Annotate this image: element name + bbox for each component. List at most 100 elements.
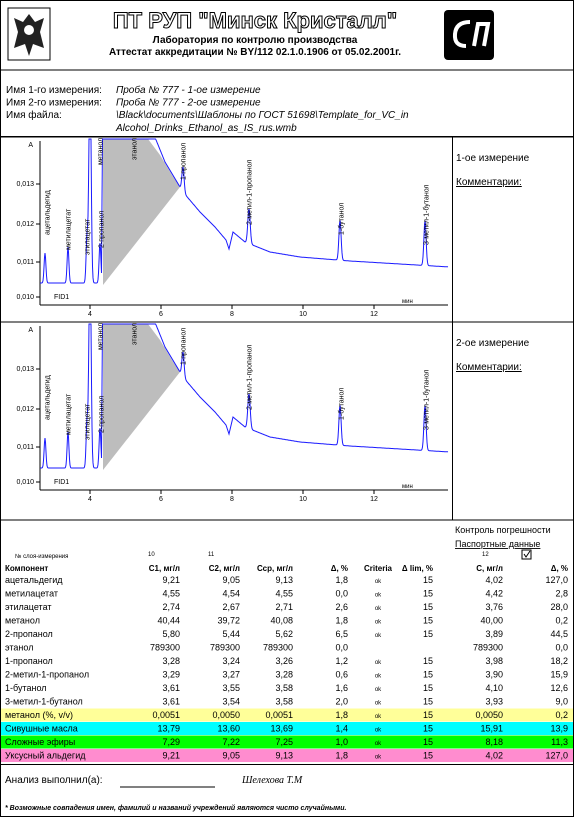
table-cell: 9,13 [275, 575, 293, 585]
table-cell: 4,55 [275, 589, 293, 599]
table-cell: 18,2 [550, 656, 568, 666]
peak-label: 2-метил-1-пропанол [247, 160, 254, 225]
checkbox-mark [523, 550, 531, 558]
peak-label: 1-бутанол [338, 388, 346, 420]
table-cell: 1,6 [335, 683, 348, 693]
table-cell: 3,54 [222, 697, 240, 707]
peak-label: метилацетат [66, 393, 73, 435]
peak-label: 2-пропанол [99, 396, 106, 433]
column-header: Criteria [364, 564, 393, 573]
table-cell: 15,9 [550, 670, 568, 680]
table-cell: 3,93 [485, 697, 503, 707]
x-tick-label: 10 [299, 496, 307, 503]
info-label: Имя 2-го измерения: [6, 98, 102, 109]
component-name: метанол (%, v/v) [5, 710, 73, 720]
table-cell: 15 [423, 724, 433, 734]
table-cell: 15 [423, 589, 433, 599]
x-unit: мин [402, 299, 413, 305]
table-cell: 15,91 [480, 724, 503, 734]
table-cell: 3,58 [275, 697, 293, 707]
table-cell: ok [375, 701, 382, 707]
performed-by-label: Анализ выполнил(а): [5, 775, 103, 786]
x-tick-label: 6 [159, 311, 163, 318]
peak-label: 2-метил-1-пропанол [247, 345, 254, 410]
component-name: этилацетат [5, 602, 52, 612]
column-header: С, мг/л [476, 564, 503, 573]
table-cell: 40,08 [270, 616, 293, 626]
table-cell: 15 [423, 575, 433, 585]
info-value: Проба № 777 - 2-ое измерение [116, 97, 261, 109]
component-name: Сивушные масла [5, 724, 78, 734]
table-cell: 7,25 [275, 737, 293, 747]
table-cell: 15 [423, 670, 433, 680]
table-cell: 3,27 [222, 670, 240, 680]
info-value: \Black\documents\Шаблоны по ГОСТ 51698\T… [116, 109, 409, 121]
table-cell: 44,5 [550, 629, 568, 639]
peak-label: 1-бутанол [338, 203, 346, 235]
table-cell: 3,55 [222, 683, 240, 693]
table-cell: 3,24 [222, 656, 240, 666]
table-cell: 3,90 [485, 670, 503, 680]
column-header: Компонент [5, 564, 48, 573]
file-name-continued: Alcohol_Drinks_Ethanol_as_IS_rus.wmb [115, 123, 297, 134]
table-cell: 789300 [263, 643, 293, 653]
table-cell: 1,8 [335, 575, 348, 585]
detector-label: FID1 [54, 479, 69, 486]
table-cell: 2,8 [555, 589, 568, 599]
table-cell: 4,02 [485, 575, 503, 585]
x-tick-label: 4 [88, 496, 92, 503]
table-cell: 15 [423, 616, 433, 626]
detector-label: FID1 [54, 294, 69, 301]
integration-area [103, 139, 180, 285]
table-cell: 15 [423, 751, 433, 761]
comments-label: Комментарии: [456, 362, 522, 373]
column-header: Δ lim, % [402, 564, 433, 573]
passport-checkbox [521, 549, 532, 560]
table-cell: 13,69 [270, 724, 293, 734]
info-label: Имя файла: [6, 109, 62, 121]
table-cell: 1,2 [335, 656, 348, 666]
row-highlight [1, 749, 573, 762]
y-unit: A [28, 327, 33, 334]
peak-label: ацетальдегид [45, 375, 52, 420]
peak-label: метанол [98, 323, 105, 350]
table-cell: 3,58 [275, 683, 293, 693]
table-cell: 40,44 [157, 616, 180, 626]
table-cell: 2,71 [275, 602, 293, 612]
layer-number: 12 [482, 552, 489, 558]
component-name: 2-пропанол [5, 629, 53, 639]
y-tick-label: 0,010 [16, 294, 34, 301]
table-cell: 15 [423, 629, 433, 639]
info-label: Имя 1-го измерения: [6, 85, 102, 96]
table-cell: ok [375, 660, 382, 666]
y-tick-label: 0,011 [17, 444, 34, 451]
table-cell: 2,74 [162, 602, 180, 612]
table-cell: 9,05 [222, 751, 240, 761]
table-cell: 1,4 [335, 724, 348, 734]
row-highlight [1, 722, 573, 735]
table-cell: 4,54 [222, 589, 240, 599]
table-cell: 2,0 [335, 697, 348, 707]
table-cell: ok [375, 620, 382, 626]
y-tick-label: 0,013 [16, 181, 34, 188]
measurement-name: 2-ое измерение [456, 338, 530, 349]
component-name: метанол [5, 616, 40, 626]
table-cell: 3,61 [162, 683, 180, 693]
layer-label: № слоя-измерения [15, 553, 68, 560]
table-cell: 4,02 [485, 751, 503, 761]
table-cell: 3,26 [275, 656, 293, 666]
table-cell: 3,29 [162, 670, 180, 680]
header-title: ПТ РУП "Минск Кристалл" [113, 8, 397, 33]
column-header: Δ, % [331, 564, 348, 573]
table-cell: 9,13 [275, 751, 293, 761]
passport-label: Паспортные данные [455, 539, 540, 549]
info-value: Проба № 777 - 1-ое измерение [116, 84, 261, 96]
column-header: Сср, мг/л [257, 564, 293, 573]
table-cell: 0,2 [555, 710, 568, 720]
x-unit: мин [402, 484, 413, 490]
table-cell: 3,98 [485, 656, 503, 666]
table-cell: ok [375, 579, 382, 585]
table-cell: ok [375, 687, 382, 693]
table-cell: 15 [423, 710, 433, 720]
